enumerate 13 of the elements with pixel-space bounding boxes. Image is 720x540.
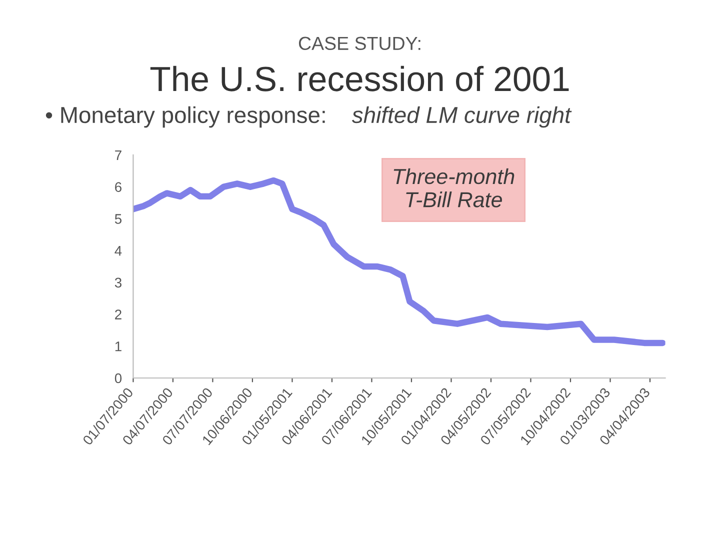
annotation: Three-month T-Bill Rate bbox=[394, 168, 514, 208]
y-tick-label: 6 bbox=[115, 182, 122, 192]
text: • Monetary policy response: bbox=[46, 106, 325, 128]
chart-subtitle: CASE STUDY: bbox=[298, 36, 420, 50]
y-tick-label: 7 bbox=[115, 150, 122, 160]
text: shifted LM curve right bbox=[352, 106, 572, 128]
y-tick-label: 2 bbox=[115, 310, 122, 320]
y-tick-label: 1 bbox=[115, 342, 122, 352]
chart-title: The U.S. recession of 2001 bbox=[150, 66, 569, 92]
y-tick-label: 5 bbox=[114, 214, 122, 224]
y-tick-label: 0 bbox=[114, 373, 122, 384]
y-tick-label: 4 bbox=[114, 246, 122, 256]
y-tick-label: 3 bbox=[114, 278, 122, 288]
